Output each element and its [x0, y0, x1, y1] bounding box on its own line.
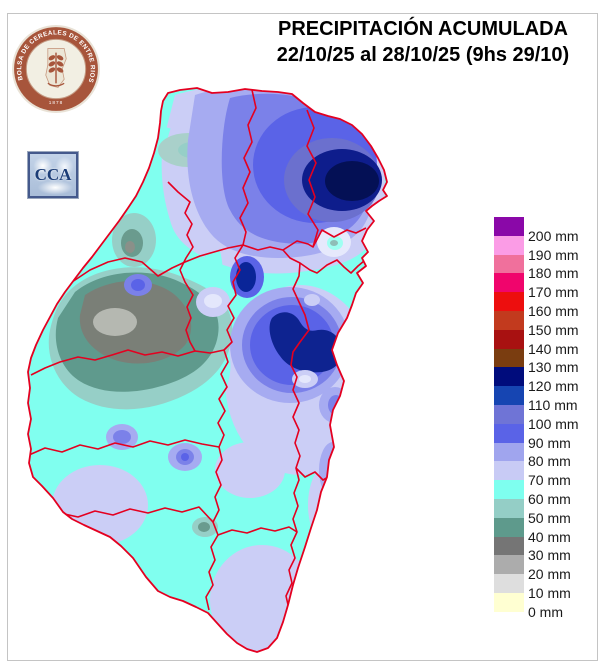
- legend-label: 50 mm: [528, 509, 571, 526]
- legend-label: 140 mm: [528, 340, 579, 357]
- province-outline: [27, 87, 388, 653]
- legend-label: 0 mm: [528, 603, 563, 620]
- legend-color-swatch: [494, 423, 524, 443]
- legend-color-swatch: [494, 555, 524, 575]
- legend-label: 60 mm: [528, 490, 571, 507]
- legend-label: 70 mm: [528, 472, 571, 489]
- legend-label: 120 mm: [528, 378, 579, 395]
- legend-row: 80 mm: [494, 442, 598, 469]
- legend-label: 110 mm: [528, 396, 578, 413]
- legend-row: 190 mm: [494, 235, 598, 263]
- title-line-1: PRECIPITACIÓN ACUMULADA: [278, 18, 568, 40]
- precipitation-legend: 200 mm 190 mm 180 mm 170 mm 160 mm: [494, 217, 598, 620]
- department-boundaries: [28, 89, 367, 621]
- legend-label: 200 mm: [528, 227, 579, 244]
- legend-label: 100 mm: [528, 415, 579, 432]
- legend-label: 130 mm: [528, 359, 579, 376]
- cca-logo: CCA: [27, 151, 79, 199]
- legend-row: 150 mm: [494, 310, 598, 338]
- cca-logo-label: CCA: [34, 165, 72, 184]
- legend-color-swatch: [494, 404, 524, 424]
- legend-label: 90 mm: [528, 434, 571, 451]
- legend-label: 150 mm: [528, 321, 579, 338]
- legend-row: 70 mm: [494, 461, 598, 488]
- legend-label: 30 mm: [528, 547, 571, 564]
- legend-label: 190 mm: [528, 246, 579, 263]
- legend-row: 130 mm: [494, 348, 598, 375]
- legend-color-swatch: [494, 517, 524, 537]
- legend-color-swatch: [494, 348, 524, 368]
- legend-row: 170 mm: [494, 273, 598, 300]
- legend-color-swatch: [494, 574, 524, 593]
- legend-color-swatch: [494, 592, 524, 612]
- legend-row: 180 mm: [494, 254, 598, 281]
- legend-row: 60 mm: [494, 480, 598, 507]
- legend-row: 30 mm: [494, 536, 598, 563]
- legend-color-swatch: [494, 329, 524, 349]
- legend-color-swatch: [494, 386, 524, 405]
- legend-label: 20 mm: [528, 566, 571, 583]
- legend-row: 140 mm: [494, 329, 598, 357]
- seal-year: 1878: [49, 100, 64, 105]
- legend-label: 180 mm: [528, 265, 579, 282]
- page-title: PRECIPITACIÓN ACUMULADA 22/10/25 al 28/1…: [240, 16, 606, 68]
- legend-color-swatch: [494, 480, 524, 499]
- legend-color-swatch: [494, 536, 524, 556]
- legend-label: 10 mm: [528, 584, 571, 601]
- legend-color-swatch: [494, 461, 524, 481]
- legend-label: 160 mm: [528, 302, 579, 319]
- legend-color-swatch: [494, 367, 524, 387]
- legend-color-swatch: [494, 310, 524, 330]
- legend-color-swatch: [494, 273, 524, 293]
- legend-row: 90 mm: [494, 423, 598, 451]
- legend-row: 50 mm: [494, 498, 598, 526]
- legend-color-swatch: [494, 292, 524, 311]
- legend-color-swatch: [494, 217, 524, 236]
- legend-row: 100 mm: [494, 404, 598, 432]
- legend-label: 170 mm: [528, 284, 579, 301]
- wheat-stalk-icon: [47, 52, 65, 87]
- legend-color-swatch: [494, 235, 524, 255]
- legend-label: 40 mm: [528, 528, 571, 545]
- legend-row: 120 mm: [494, 367, 598, 394]
- legend-row: 40 mm: [494, 517, 598, 545]
- legend-color-swatch: [494, 442, 524, 462]
- legend-row: 20 mm: [494, 555, 598, 582]
- legend-row: 110 mm: [494, 386, 598, 413]
- legend-color-swatch: [494, 498, 524, 518]
- legend-row: 10 mm: [494, 574, 598, 601]
- legend-row: 160 mm: [494, 292, 598, 319]
- title-line-2: 22/10/25 al 28/10/25 (9hs 29/10): [276, 44, 570, 66]
- bolsa-cereales-seal-logo: BOLSA DE CEREALES DE ENTRE RIOS 1878: [12, 25, 100, 113]
- legend-label: 80 mm: [528, 453, 571, 470]
- legend-row: 200 mm: [494, 217, 598, 244]
- legend-row: 0 mm: [494, 592, 598, 620]
- legend-color-swatch: [494, 254, 524, 274]
